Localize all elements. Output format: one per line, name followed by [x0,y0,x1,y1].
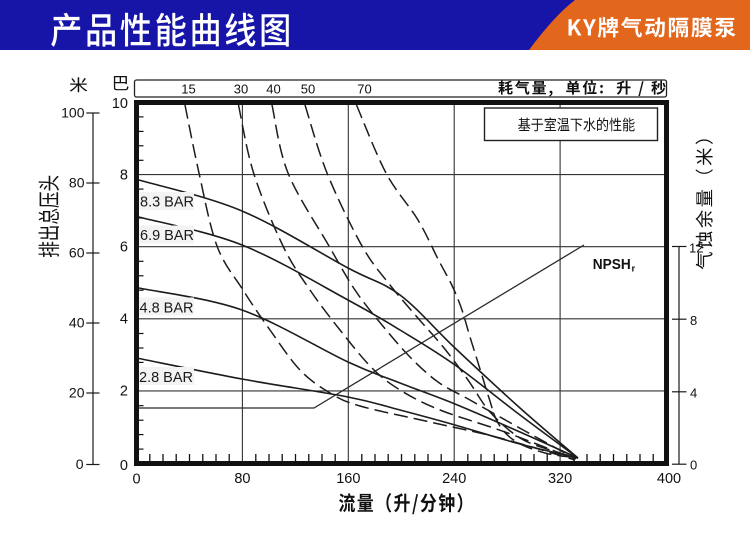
svg-text:8: 8 [120,168,128,184]
svg-text:50: 50 [301,82,315,97]
svg-text:160: 160 [336,471,360,487]
svg-text:60: 60 [69,245,85,261]
svg-text:100: 100 [61,105,85,121]
svg-text:8: 8 [690,313,697,328]
svg-text:2: 2 [120,384,128,400]
svg-text:0: 0 [132,472,140,488]
svg-text:40: 40 [266,82,280,97]
svg-text:0: 0 [690,458,697,473]
svg-text:r: r [632,264,636,275]
svg-text:2.8 BAR: 2.8 BAR [139,370,193,386]
svg-text:30: 30 [234,82,248,97]
svg-text:0: 0 [76,456,84,472]
svg-text:320: 320 [548,471,572,487]
svg-text:NPSH: NPSH [593,256,631,273]
svg-text:15: 15 [181,82,195,97]
svg-text:0: 0 [120,458,128,474]
svg-text:40: 40 [69,315,85,331]
svg-text:80: 80 [234,471,250,487]
svg-text:20: 20 [69,385,85,401]
svg-text:8.3 BAR: 8.3 BAR [140,195,194,211]
svg-text:6: 6 [120,240,128,256]
svg-text:400: 400 [657,471,681,487]
svg-text:240: 240 [442,471,466,487]
svg-text:4: 4 [690,386,697,401]
svg-text:4: 4 [120,312,128,328]
svg-text:80: 80 [69,175,85,191]
svg-text:6.9 BAR: 6.9 BAR [140,228,194,244]
svg-text:4.8 BAR: 4.8 BAR [140,301,194,317]
svg-text:10: 10 [112,96,128,112]
svg-text:70: 70 [357,82,371,97]
